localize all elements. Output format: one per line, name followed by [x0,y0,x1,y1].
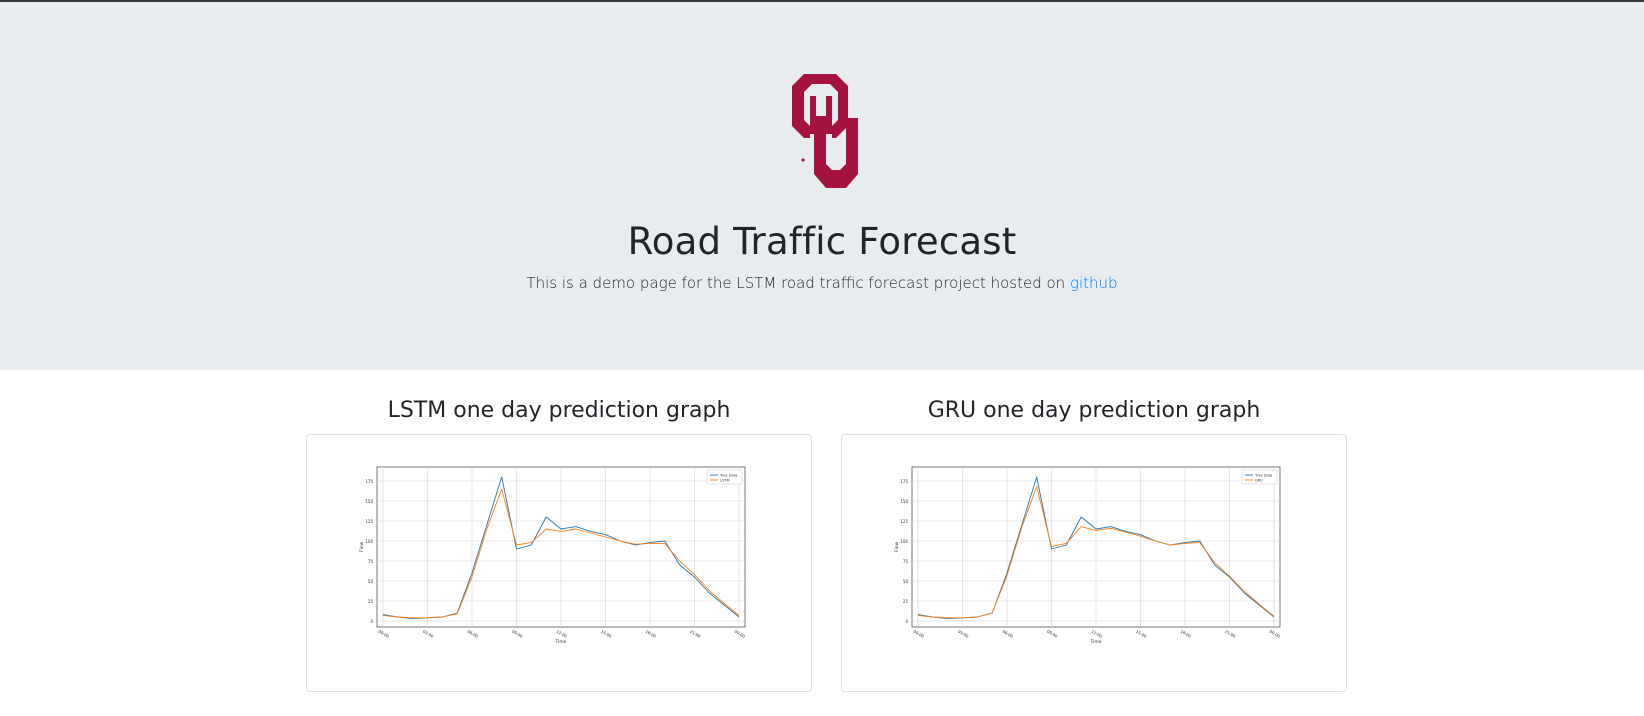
y-tick-label: 100 [900,539,908,544]
y-tick-label: 75 [903,559,909,564]
y-tick-label: 50 [903,579,909,584]
gru-heading: GRU one day prediction graph [927,398,1261,423]
legend-label: GRU [1255,479,1263,483]
x-tick-label: 15:00 [1135,629,1148,639]
x-tick-label: 06:00 [1002,629,1015,639]
lstm-chart-card: 0 25 50 75 100 125 150 175 00:00 03:00 06:00 09:00 1… [306,434,812,692]
x-tick-label: 12:00 [1091,629,1104,639]
gru-chart-card: 0 25 50 75 100 125 150 175 00:00 03:00 06:00 09:00 1… [841,434,1347,692]
legend-label: True Data [1254,474,1272,478]
legend-label: True Data [719,474,737,478]
gru-chart: 0 25 50 75 100 125 150 175 00:00 03:00 06:00 09:00 1… [894,466,1282,645]
x-tick-label: 21:00 [1224,629,1237,639]
y-tick-label: 175 [365,479,373,484]
x-axis-label: Time [1089,639,1101,645]
y-tick-label: 50 [368,579,374,584]
x-tick-label: 03:00 [957,629,970,639]
x-tick-label: 09:00 [511,629,524,639]
x-tick-label: 00:00 [913,629,926,639]
x-tick-label: 18:00 [1180,629,1193,639]
x-tick-label: 12:00 [556,629,569,639]
legend-label: LSTM [720,479,730,483]
y-axis-label: Flow [359,542,365,553]
legend-box [1241,469,1278,485]
y-tick-label: 75 [368,559,374,564]
x-tick-label: 21:00 [689,629,702,639]
x-tick-label: 06:00 [467,629,480,639]
gru-column: GRU one day prediction graph 0 25 50 75 100 1… [841,398,1347,692]
x-tick-label: 00:00 [378,629,391,639]
x-tick-label: 03:00 [422,629,435,639]
x-tick-label: 15:00 [600,629,613,639]
x-axis-label: Time [554,639,566,645]
prediction-line [382,488,740,619]
y-tick-label: 25 [368,599,374,604]
subtitle-text: This is a demo page for the LSTM road tr… [526,274,1066,292]
x-tick-label: 18:00 [645,629,658,639]
y-tick-label: 25 [903,599,909,604]
y-tick-label: 125 [900,519,908,524]
x-tick-label: 09:00 [1046,629,1059,639]
x-tick-label: 00:00 [734,629,747,639]
y-tick-label: 150 [365,499,373,504]
y-tick-label: 0 [905,619,908,624]
lstm-heading: LSTM one day prediction graph [387,398,731,423]
university-logo [792,74,858,188]
x-tick-label: 00:00 [1269,629,1282,639]
y-tick-label: 100 [365,539,373,544]
lstm-column: LSTM one day prediction graph 0 25 50 75 100… [306,398,812,692]
github-link[interactable]: github [1069,274,1118,292]
legend-box [706,469,743,485]
y-tick-label: 125 [365,519,373,524]
y-tick-label: 150 [900,499,908,504]
hero-jumbotron: Road Traffic Forecast This is a demo pag… [0,2,1644,370]
page-title: Road Traffic Forecast [627,220,1017,263]
prediction-line [917,486,1275,619]
lstm-chart: 0 25 50 75 100 125 150 175 00:00 03:00 06:00 09:00 1… [359,466,747,645]
page-subtitle: This is a demo page for the LSTM road tr… [0,274,1644,292]
y-tick-label: 0 [370,619,373,624]
y-axis-label: Flow [894,542,900,553]
y-tick-label: 175 [900,479,908,484]
